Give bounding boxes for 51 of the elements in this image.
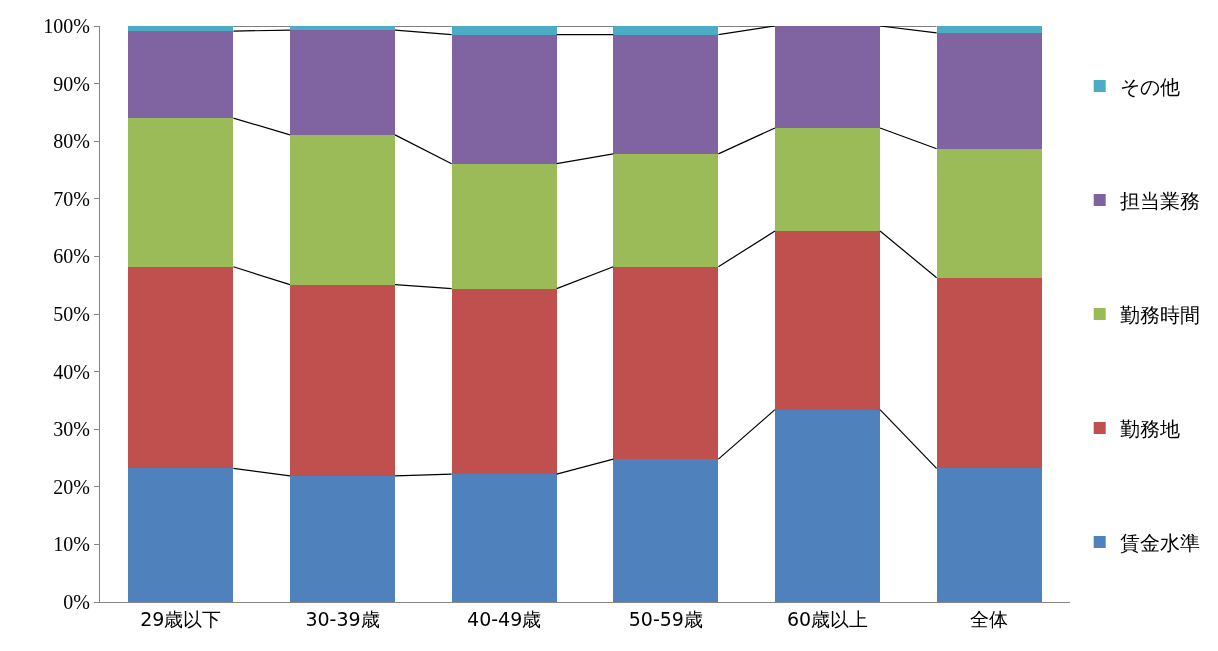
bar [936, 468, 1042, 602]
legend-label: 賃金水準 [1119, 530, 1200, 555]
bar [451, 288, 557, 475]
bar [128, 31, 234, 119]
x-tick-label: 40-49歳 [467, 607, 542, 630]
bar [451, 163, 557, 289]
bar [289, 26, 396, 31]
bar [613, 26, 719, 35]
bar [613, 459, 719, 602]
y-tick-label: 40% [53, 360, 90, 383]
x-tick-label: 60歳以上 [786, 607, 869, 630]
y-tick-label: 10% [53, 533, 90, 556]
legend-label: 勤務時間 [1119, 302, 1200, 327]
bar [289, 475, 396, 602]
x-tick-label: 全体 [970, 607, 1009, 630]
x-tick-label: 30-39歳 [305, 607, 380, 630]
bar [613, 34, 719, 154]
legend-label: 勤務地 [1119, 416, 1180, 441]
bar [451, 26, 557, 35]
bar [774, 127, 881, 232]
legend-label: 担当業務 [1119, 188, 1200, 213]
bar [774, 231, 881, 410]
bar [289, 30, 396, 135]
y-tick-label: 70% [53, 187, 90, 210]
bar [774, 409, 881, 602]
y-tick-label: 20% [53, 475, 90, 498]
x-tick-label: 29歳以下 [140, 607, 222, 630]
y-tick-label: 60% [53, 245, 90, 268]
bar [451, 474, 557, 602]
y-tick-label: 80% [53, 130, 90, 153]
bar [128, 468, 234, 602]
bar [289, 134, 396, 285]
x-tick-label: 50-59歳 [628, 607, 703, 630]
y-tick-label: 100% [43, 15, 90, 37]
bar [936, 148, 1042, 278]
bar [128, 26, 234, 32]
bar [936, 32, 1042, 149]
y-tick-label: 50% [53, 303, 90, 325]
bar [774, 26, 881, 128]
bar [128, 266, 234, 469]
bar [613, 266, 719, 460]
bar [936, 277, 1042, 469]
bar [613, 153, 719, 267]
y-tick-label: 90% [53, 72, 90, 95]
y-tick-label: 0% [63, 591, 90, 613]
legend-label: その他 [1119, 74, 1180, 99]
bar [128, 118, 234, 267]
bar [936, 26, 1042, 33]
bar [451, 34, 557, 164]
bar [289, 284, 396, 476]
y-tick-label: 30% [53, 418, 90, 441]
